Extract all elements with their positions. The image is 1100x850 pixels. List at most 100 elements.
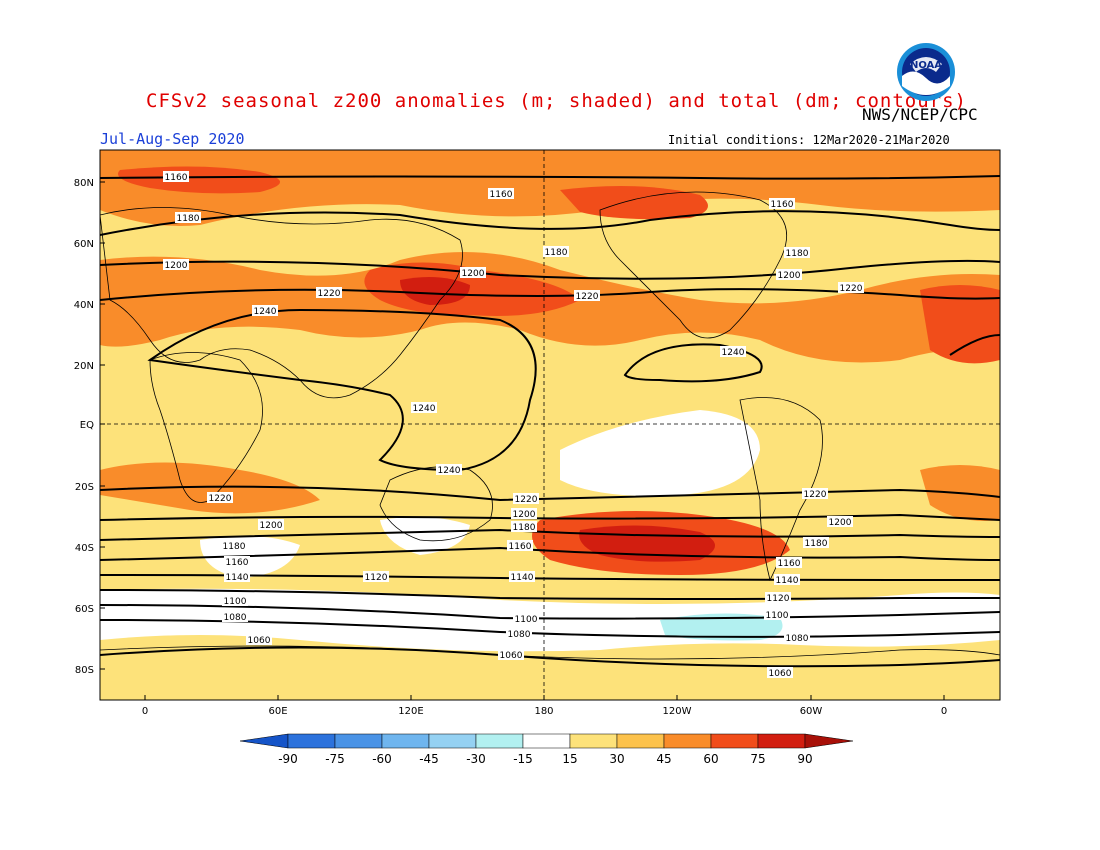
contour-label: 1140 (224, 571, 250, 583)
contour-label: 1060 (767, 667, 793, 679)
lat-tick-label: 20S (75, 482, 94, 493)
colorbar-swatch (522, 733, 571, 749)
lat-tick-label: 60S (75, 604, 94, 615)
contour-label: 1160 (769, 198, 795, 210)
svg-text:1220: 1220 (515, 495, 538, 505)
svg-text:1240: 1240 (254, 307, 277, 317)
contour-1240-edge (949, 334, 1000, 356)
colorbar-left-arrow (239, 733, 289, 749)
colorbar-swatch (710, 733, 759, 749)
contour-1180 (100, 210, 1000, 236)
colorbar-swatch (616, 733, 665, 749)
colorbar-label: -75 (325, 752, 345, 766)
svg-text:1120: 1120 (365, 573, 388, 583)
svg-text:1200: 1200 (778, 271, 801, 281)
noaa-logo-icon: NOAA (896, 42, 956, 102)
lon-tick-label: 60E (268, 706, 287, 717)
contour-label: 1200 (827, 516, 853, 528)
colorbar-label: 75 (750, 752, 765, 766)
lon-tick-label: 180 (534, 706, 553, 717)
svg-text:1160: 1160 (509, 542, 532, 552)
svg-text:1140: 1140 (776, 576, 799, 586)
contour-1140-south (100, 574, 1000, 582)
north-america-outline (599, 191, 788, 339)
contour-label: 1140 (774, 574, 800, 586)
svg-text:1100: 1100 (515, 615, 538, 625)
colorbar-swatch (287, 733, 336, 749)
svg-text:1220: 1220 (576, 292, 599, 302)
contour-label: 1160 (163, 171, 189, 183)
colorbar-label: -45 (419, 752, 439, 766)
svg-text:1180: 1180 (805, 539, 828, 549)
contour-label: 1180 (543, 246, 569, 258)
lat-tick-label: 80S (75, 665, 94, 676)
australia-neutral (380, 516, 470, 555)
latitude-axis: 80N 60N 40N 20N EQ 20S 40S 60S 80S (74, 178, 105, 676)
map-frame (99, 149, 1001, 701)
colorbar-right-arrow (804, 733, 854, 749)
southern-ocean-neutral (100, 588, 1000, 652)
contour-label: 1180 (511, 521, 537, 533)
svg-text:1120: 1120 (767, 594, 790, 604)
contour-label: 1220 (802, 488, 828, 500)
negative-anomaly (660, 613, 783, 641)
contour-labels: 1160 1160 1160 1180 1180 1180 1200 1200 1200 1220… (163, 171, 864, 679)
contour-1160 (100, 175, 1000, 180)
svg-text:1180: 1180 (177, 214, 200, 224)
contour-label: 1140 (509, 571, 535, 583)
svg-text:1160: 1160 (226, 558, 249, 568)
svg-text:1060: 1060 (248, 636, 271, 646)
contour-label: 1100 (222, 595, 248, 607)
colorbar-label: -30 (466, 752, 486, 766)
contour-1160-south (100, 546, 1000, 561)
lat-tick-label: EQ (80, 420, 94, 431)
contour-1240-west (147, 308, 537, 472)
contour-label: 1080 (784, 632, 810, 644)
contour-label: 1220 (207, 492, 233, 504)
svg-text:1080: 1080 (508, 630, 531, 640)
contour-label: 1160 (776, 557, 802, 569)
contour-1240-east (623, 343, 763, 383)
east-asia-peak (400, 276, 470, 305)
lon-tick-label: 0 (142, 706, 148, 717)
lon-tick-label: 120E (398, 706, 423, 717)
contour-1220-south (100, 485, 1000, 502)
lat-tick-label: 40S (75, 543, 94, 554)
svg-text:1140: 1140 (226, 573, 249, 583)
eurasia-outline (100, 207, 463, 399)
colorbar: -90 -75 -60 -45 -30 -15 15 30 45 60 75 90 (239, 733, 854, 766)
contour-label: 1120 (765, 592, 791, 604)
svg-text:1180: 1180 (786, 249, 809, 259)
contour-label: 1060 (498, 649, 524, 661)
arctic-maximum (118, 166, 280, 194)
initial-conditions-label: Initial conditions: 12Mar2020-21Mar2020 (668, 133, 950, 147)
contour-label: 1240 (252, 305, 278, 317)
contour-label: 1100 (513, 613, 539, 625)
contour-label: 1240 (411, 402, 437, 414)
anomaly-shading (100, 150, 1000, 700)
contour-1060-south (100, 646, 1000, 668)
map-title: CFSv2 seasonal z200 anomalies (m; shaded… (146, 90, 967, 112)
contour-label: 1200 (776, 269, 802, 281)
colorbar-swatch (569, 733, 618, 749)
contour-1080-south (100, 619, 1000, 638)
east-atlantic-maximum (920, 285, 1000, 364)
lat-tick-label: 60N (74, 239, 94, 250)
contour-label: 1200 (460, 267, 486, 279)
east-asia-maximum (364, 262, 580, 316)
contour-label: 1080 (222, 611, 248, 623)
contour-label: 1200 (511, 508, 537, 520)
agency-label: NWS/NCEP/CPC (862, 105, 978, 124)
contour-label: 1220 (838, 282, 864, 294)
svg-text:1220: 1220 (318, 289, 341, 299)
contour-1100-south (100, 604, 1000, 620)
svg-text:1200: 1200 (165, 261, 188, 271)
colorbar-label: -60 (372, 752, 392, 766)
lat-tick-label: 40N (74, 300, 94, 311)
colorbar-label: 45 (656, 752, 671, 766)
season-label: Jul-Aug-Sep 2020 (100, 130, 245, 148)
svg-text:1220: 1220 (804, 490, 827, 500)
colorbar-swatch (663, 733, 712, 749)
contour-label: 1060 (246, 634, 272, 646)
